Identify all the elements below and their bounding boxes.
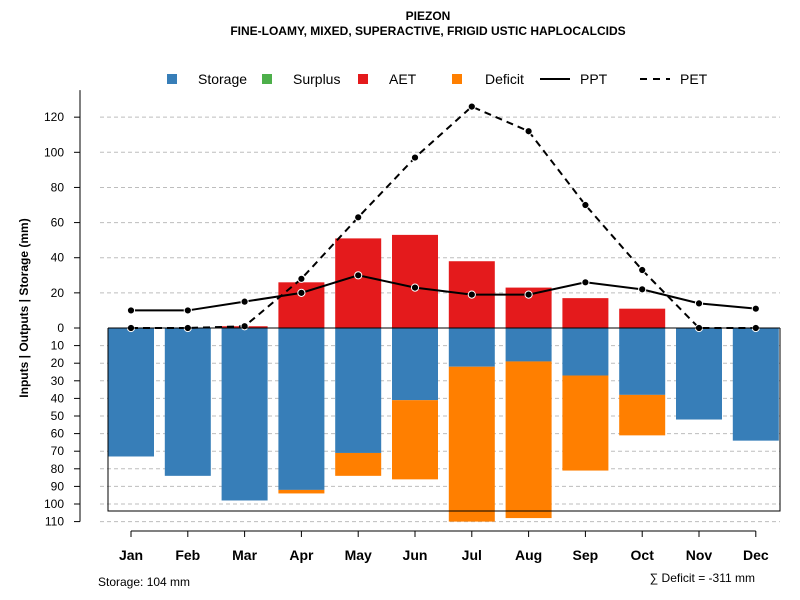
storage-bar [335, 328, 382, 453]
chart-title: PIEZON [406, 9, 451, 23]
storage-bar [108, 328, 154, 457]
x-tick-label: Apr [289, 547, 314, 563]
y-axis-label: Inputs | Outputs | Storage (mm) [17, 218, 31, 397]
pet-point [581, 200, 590, 210]
pet-point [410, 153, 420, 162]
pet-point [467, 102, 476, 111]
legend-aet-swatch [358, 74, 368, 84]
ppt-point [581, 278, 590, 287]
pet-line [131, 105, 756, 329]
ppt-point [126, 306, 136, 315]
storage-bar [505, 328, 552, 362]
y-tick-label: 80 [51, 180, 65, 194]
y-tick-label: 100 [44, 497, 64, 511]
storage-bar [676, 328, 722, 420]
y-tick-label: 50 [51, 409, 65, 423]
x-tick-label: Oct [631, 547, 655, 563]
legend-deficit-label: Deficit [485, 71, 524, 87]
legend-pet-label: PET [680, 71, 708, 87]
x-tick-label: Mar [232, 547, 257, 563]
y-tick-label: 60 [51, 216, 65, 230]
ppt-point [751, 304, 760, 313]
ppt-point [638, 285, 647, 294]
y-tick-label: 10 [51, 339, 65, 353]
pet-point [638, 265, 647, 275]
y-tick-label: 100 [44, 145, 64, 159]
legend-surplus-label: Surplus [293, 71, 340, 87]
aet-bar [392, 234, 438, 328]
y-tick-label: 80 [51, 462, 65, 476]
y-tick-label: 0 [57, 321, 64, 335]
storage-bar [392, 328, 438, 401]
pet-point [297, 274, 306, 283]
deficit-bar [335, 452, 382, 476]
y-tick-label: 110 [45, 515, 64, 529]
x-tick-label: Dec [743, 547, 769, 563]
y-tick-label: 40 [51, 391, 65, 405]
aet-bar [335, 238, 382, 328]
ppt-point [694, 299, 704, 308]
legend-storage-swatch [167, 74, 177, 84]
ppt-line [131, 274, 756, 312]
storage-bar [562, 328, 609, 376]
storage-box [107, 328, 781, 512]
legend-surplus-swatch [262, 74, 272, 84]
storage-bar [221, 328, 268, 501]
y-tick-label: 20 [51, 286, 65, 300]
legend-aet-label: AET [389, 71, 417, 87]
series-lines [126, 102, 760, 333]
gridlines [100, 116, 780, 523]
x-tick-label: Jan [119, 547, 143, 563]
deficit-bar [505, 361, 552, 519]
storage-bar [732, 328, 779, 441]
y-tick-label: 70 [51, 444, 65, 458]
deficit-bar [619, 394, 666, 436]
x-tick-label: Jul [462, 547, 482, 563]
y-tick-label: 40 [51, 251, 65, 265]
legend-ppt-label: PPT [580, 71, 608, 87]
ppt-point [183, 306, 192, 315]
ppt-point [354, 271, 363, 280]
axes: 0 20 40 60 80 100 120 10 20 30 40 50 60 70 80 90 100 110 J… [44, 90, 781, 563]
x-tick-label: Jun [403, 547, 428, 563]
aet-bar [619, 308, 666, 328]
pet-point [240, 322, 249, 331]
ppt-point [240, 297, 249, 306]
ppt-point [410, 283, 420, 292]
deficit-bar [278, 489, 325, 494]
legend-deficit-swatch [452, 74, 462, 84]
x-tick-label: Aug [515, 547, 542, 563]
storage-bar [164, 328, 211, 476]
y-tick-label: 120 [44, 110, 64, 124]
pet-point [354, 213, 363, 222]
aet-bar [562, 298, 609, 328]
storage-bar [619, 328, 666, 395]
storage-bar [278, 328, 325, 490]
ppt-point [524, 290, 533, 299]
y-tick-label: 90 [51, 479, 65, 493]
y-tick-label: 60 [51, 427, 65, 441]
y-tick-label: 30 [51, 374, 65, 388]
legend: Storage Surplus AET Deficit PPT PET [167, 71, 708, 87]
deficit-bar [448, 366, 495, 522]
storage-note: Storage: 104 mm [98, 575, 190, 589]
ppt-point [467, 290, 476, 299]
bars [108, 234, 779, 522]
deficit-bar [562, 375, 609, 471]
legend-storage-label: Storage [198, 71, 247, 87]
chart-subtitle: FINE-LOAMY, MIXED, SUPERACTIVE, FRIGID U… [230, 24, 625, 38]
deficit-note: ∑ Deficit = -311 mm [650, 571, 755, 585]
x-tick-label: Sep [573, 547, 599, 563]
x-tick-label: Feb [175, 547, 200, 563]
ppt-point [297, 288, 306, 297]
deficit-bar [392, 400, 438, 480]
x-tick-label: Nov [686, 547, 713, 563]
y-tick-label: 20 [51, 356, 65, 370]
pet-point [524, 127, 533, 136]
x-tick-label: May [345, 547, 372, 563]
storage-bar [448, 328, 495, 367]
